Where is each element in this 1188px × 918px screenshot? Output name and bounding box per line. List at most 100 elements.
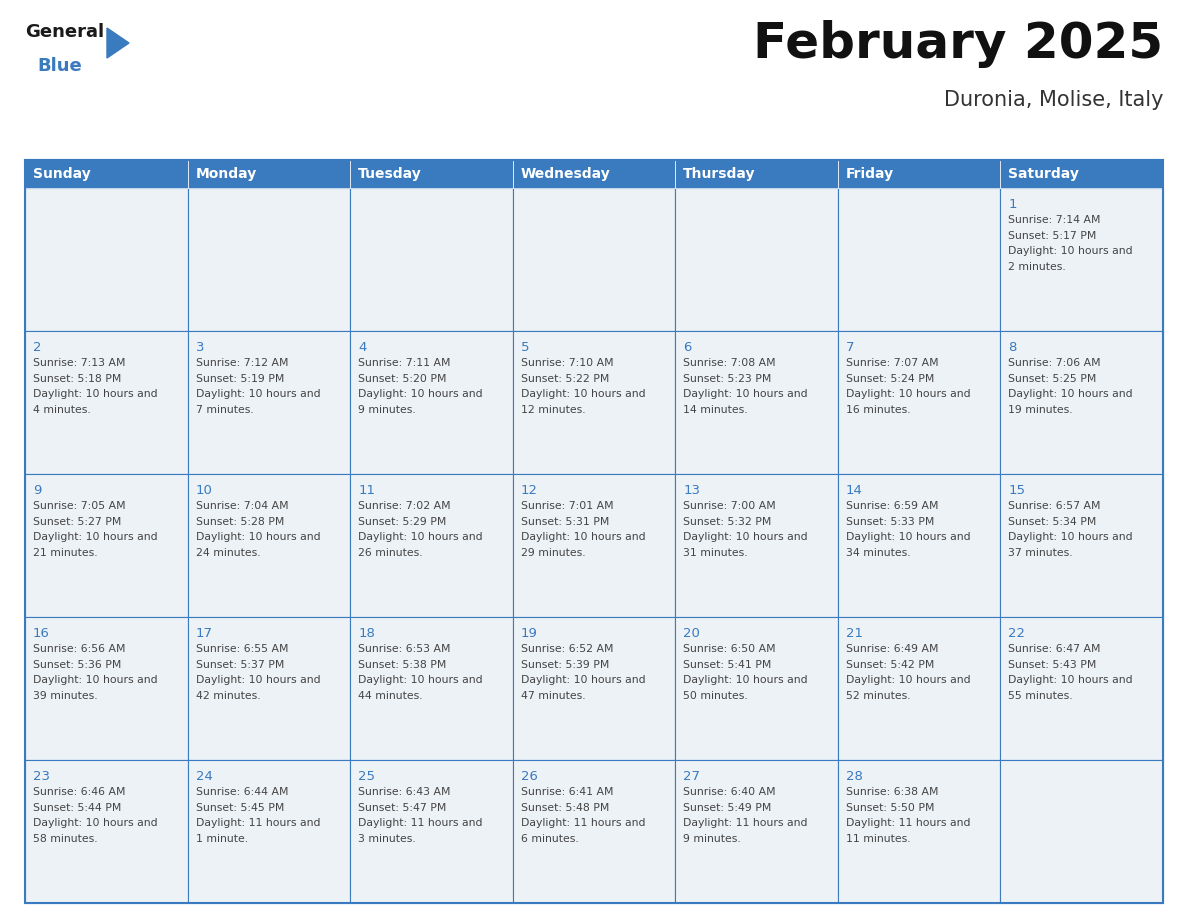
Text: 6 minutes.: 6 minutes. [520, 834, 579, 844]
Bar [675, 760, 838, 903]
Text: Sunset: 5:27 PM: Sunset: 5:27 PM [33, 517, 121, 527]
Text: Sunrise: 7:08 AM: Sunrise: 7:08 AM [683, 358, 776, 368]
Text: Daylight: 10 hours and: Daylight: 10 hours and [358, 675, 482, 685]
Polygon shape [107, 28, 129, 58]
Text: 24 minutes.: 24 minutes. [196, 547, 260, 557]
Text: Sunset: 5:49 PM: Sunset: 5:49 PM [683, 802, 772, 812]
Text: 12: 12 [520, 484, 538, 497]
Text: Sunrise: 7:05 AM: Sunrise: 7:05 AM [33, 501, 126, 511]
Text: 50 minutes.: 50 minutes. [683, 690, 748, 700]
Text: Daylight: 10 hours and: Daylight: 10 hours and [683, 675, 808, 685]
Text: Sunset: 5:32 PM: Sunset: 5:32 PM [683, 517, 772, 527]
Text: 4: 4 [358, 341, 367, 354]
Text: Sunset: 5:45 PM: Sunset: 5:45 PM [196, 802, 284, 812]
Bar [513, 474, 675, 617]
Text: Wednesday: Wednesday [520, 167, 611, 181]
Text: 58 minutes.: 58 minutes. [33, 834, 97, 844]
Text: Daylight: 10 hours and: Daylight: 10 hours and [1009, 532, 1133, 542]
Text: Sunrise: 6:41 AM: Sunrise: 6:41 AM [520, 787, 613, 797]
Text: Duronia, Molise, Italy: Duronia, Molise, Italy [943, 90, 1163, 110]
Text: Sunrise: 6:56 AM: Sunrise: 6:56 AM [33, 644, 126, 654]
Text: 8: 8 [1009, 341, 1017, 354]
Text: Sunset: 5:50 PM: Sunset: 5:50 PM [846, 802, 934, 812]
Text: Daylight: 10 hours and: Daylight: 10 hours and [520, 532, 645, 542]
Text: Sunrise: 7:06 AM: Sunrise: 7:06 AM [1009, 358, 1101, 368]
Text: Sunrise: 6:50 AM: Sunrise: 6:50 AM [683, 644, 776, 654]
Text: Sunset: 5:39 PM: Sunset: 5:39 PM [520, 659, 609, 669]
Bar [513, 760, 675, 903]
Text: 52 minutes.: 52 minutes. [846, 690, 910, 700]
Bar [25, 474, 188, 617]
Bar [1000, 760, 1163, 903]
Bar [188, 760, 350, 903]
Text: Sunset: 5:43 PM: Sunset: 5:43 PM [1009, 659, 1097, 669]
Text: 42 minutes.: 42 minutes. [196, 690, 260, 700]
Text: Daylight: 10 hours and: Daylight: 10 hours and [683, 532, 808, 542]
Text: 11 minutes.: 11 minutes. [846, 834, 910, 844]
Bar [25, 617, 188, 760]
Text: Sunset: 5:44 PM: Sunset: 5:44 PM [33, 802, 121, 812]
Bar [25, 188, 188, 331]
Text: 3: 3 [196, 341, 204, 354]
Text: 1 minute.: 1 minute. [196, 834, 247, 844]
Text: Daylight: 10 hours and: Daylight: 10 hours and [196, 389, 321, 399]
Text: Sunset: 5:31 PM: Sunset: 5:31 PM [520, 517, 609, 527]
Bar [513, 188, 675, 331]
Text: Sunset: 5:41 PM: Sunset: 5:41 PM [683, 659, 772, 669]
Bar [350, 474, 513, 617]
Bar [350, 188, 513, 331]
Text: Sunset: 5:28 PM: Sunset: 5:28 PM [196, 517, 284, 527]
Bar [513, 160, 675, 188]
Text: Daylight: 11 hours and: Daylight: 11 hours and [520, 818, 645, 828]
Text: Daylight: 10 hours and: Daylight: 10 hours and [520, 675, 645, 685]
Text: Sunrise: 6:49 AM: Sunrise: 6:49 AM [846, 644, 939, 654]
Bar [838, 331, 1000, 474]
Text: Sunrise: 7:13 AM: Sunrise: 7:13 AM [33, 358, 126, 368]
Bar [1000, 474, 1163, 617]
Text: Thursday: Thursday [683, 167, 756, 181]
Text: 14: 14 [846, 484, 862, 497]
Bar [838, 188, 1000, 331]
Text: Daylight: 10 hours and: Daylight: 10 hours and [683, 389, 808, 399]
Text: Sunrise: 7:10 AM: Sunrise: 7:10 AM [520, 358, 613, 368]
Text: Daylight: 10 hours and: Daylight: 10 hours and [33, 818, 158, 828]
Text: Sunset: 5:25 PM: Sunset: 5:25 PM [1009, 374, 1097, 384]
Text: Sunrise: 6:44 AM: Sunrise: 6:44 AM [196, 787, 287, 797]
Text: 34 minutes.: 34 minutes. [846, 547, 910, 557]
Bar [675, 474, 838, 617]
Text: 16 minutes.: 16 minutes. [846, 405, 910, 415]
Text: Sunrise: 7:01 AM: Sunrise: 7:01 AM [520, 501, 613, 511]
Text: 5: 5 [520, 341, 529, 354]
Text: 55 minutes.: 55 minutes. [1009, 690, 1073, 700]
Bar [675, 617, 838, 760]
Text: Tuesday: Tuesday [358, 167, 422, 181]
Text: Sunset: 5:34 PM: Sunset: 5:34 PM [1009, 517, 1097, 527]
Bar [188, 160, 350, 188]
Text: Daylight: 10 hours and: Daylight: 10 hours and [1009, 246, 1133, 256]
Text: 21 minutes.: 21 minutes. [33, 547, 97, 557]
Text: Daylight: 10 hours and: Daylight: 10 hours and [846, 532, 971, 542]
Text: Sunrise: 6:47 AM: Sunrise: 6:47 AM [1009, 644, 1101, 654]
Bar [188, 474, 350, 617]
Bar [1000, 331, 1163, 474]
Bar [25, 760, 188, 903]
Text: 29 minutes.: 29 minutes. [520, 547, 586, 557]
Text: Daylight: 10 hours and: Daylight: 10 hours and [33, 532, 158, 542]
Bar [188, 188, 350, 331]
Text: Sunrise: 7:11 AM: Sunrise: 7:11 AM [358, 358, 450, 368]
Text: Daylight: 11 hours and: Daylight: 11 hours and [846, 818, 971, 828]
Text: Sunrise: 6:40 AM: Sunrise: 6:40 AM [683, 787, 776, 797]
Text: Daylight: 11 hours and: Daylight: 11 hours and [358, 818, 482, 828]
Text: 39 minutes.: 39 minutes. [33, 690, 97, 700]
Text: 4 minutes.: 4 minutes. [33, 405, 90, 415]
Bar [25, 160, 1163, 903]
Text: Sunset: 5:20 PM: Sunset: 5:20 PM [358, 374, 447, 384]
Text: Sunrise: 6:38 AM: Sunrise: 6:38 AM [846, 787, 939, 797]
Text: 2 minutes.: 2 minutes. [1009, 262, 1066, 272]
Text: 3 minutes.: 3 minutes. [358, 834, 416, 844]
Text: 7 minutes.: 7 minutes. [196, 405, 253, 415]
Text: Friday: Friday [846, 167, 895, 181]
Bar [513, 617, 675, 760]
Text: Sunrise: 7:04 AM: Sunrise: 7:04 AM [196, 501, 289, 511]
Bar [675, 188, 838, 331]
